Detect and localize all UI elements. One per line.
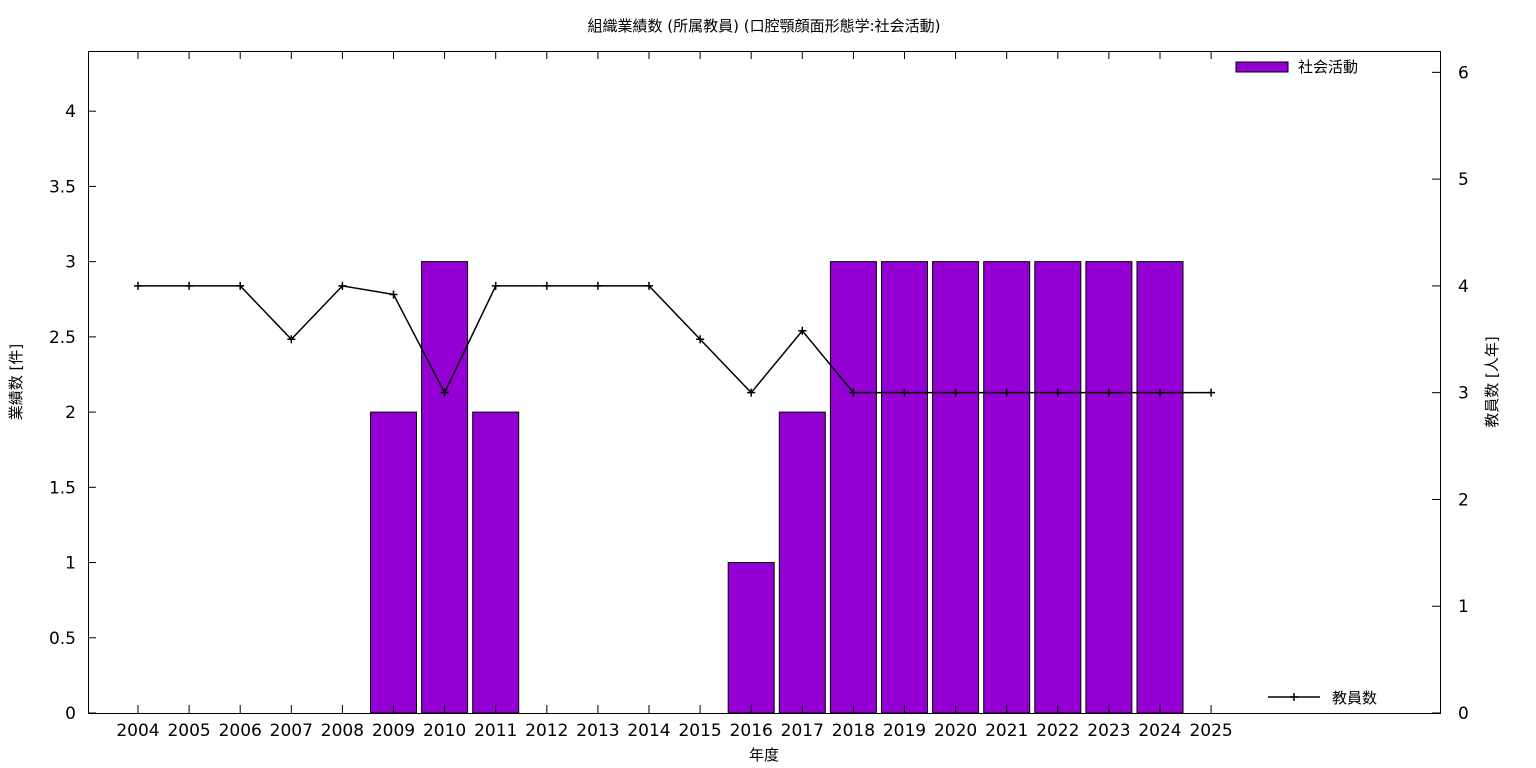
y-tick-label: 1 <box>65 554 76 574</box>
bar-2023 <box>1085 261 1133 714</box>
x-tick-label: 2018 <box>832 721 875 741</box>
x-tick-label: 2015 <box>678 721 721 741</box>
chart-title: 組織業績数 (所属教員) (口腔顎顔面形態学:社会活動) <box>587 17 940 35</box>
x-tick-label: 2010 <box>423 721 466 741</box>
y2-tick-label: 5 <box>1458 170 1469 190</box>
line-point-2008 <box>338 281 347 290</box>
bar-2020 <box>932 261 980 714</box>
line-point-2012 <box>542 281 551 290</box>
x-tick-label: 2004 <box>116 721 159 741</box>
x-tick-label: 2008 <box>321 721 364 741</box>
line-point-2013 <box>593 281 602 290</box>
line-point-2025 <box>1207 388 1216 397</box>
line-point-2023 <box>1104 388 1113 397</box>
line-point-2021 <box>1002 388 1011 397</box>
y-tick-label: 1.5 <box>49 478 76 498</box>
line-point-2020 <box>951 388 960 397</box>
y-tick-label: 0.5 <box>49 629 76 649</box>
x-tick-label: 2009 <box>372 721 415 741</box>
line-point-2016 <box>747 388 756 397</box>
legend-bar-entry: 社会活動 <box>1235 58 1358 76</box>
y2-tick-label: 0 <box>1458 704 1469 724</box>
x-tick-label: 2005 <box>167 721 210 741</box>
line-point-2011 <box>491 281 500 290</box>
y-tick-label: 2.5 <box>49 328 76 348</box>
x-tick-label: 2021 <box>985 721 1028 741</box>
line-point-2010 <box>440 388 449 397</box>
legend-line-label: 教員数 <box>1332 689 1377 707</box>
bar-2017 <box>778 411 826 714</box>
bar-2011 <box>472 411 520 714</box>
x-tick-label: 2007 <box>270 721 313 741</box>
legend-line-marker <box>1290 693 1298 701</box>
y-tick-label: 3.5 <box>49 177 76 197</box>
x-tick-label: 2013 <box>576 721 619 741</box>
y2-tick-label: 1 <box>1458 597 1469 617</box>
x-tick-label: 2016 <box>730 721 773 741</box>
x-tick-label: 2006 <box>219 721 262 741</box>
x-tick-label: 2023 <box>1087 721 1130 741</box>
line-point-2006 <box>236 281 245 290</box>
faculty-count-line <box>138 285 1212 395</box>
bar-2010 <box>421 261 469 714</box>
line-point-2017 <box>798 326 807 335</box>
line-point-2019 <box>900 388 909 397</box>
bar-2022 <box>1034 261 1082 714</box>
line-point-2024 <box>1156 388 1164 397</box>
bar-2021 <box>983 261 1031 714</box>
legend-bar-label: 社会活動 <box>1298 58 1358 76</box>
line-point-2004 <box>134 281 142 290</box>
bar-2024 <box>1136 261 1184 714</box>
y-tick-label: 2 <box>65 403 76 423</box>
y2-tick-label: 4 <box>1458 277 1469 297</box>
bar-2009 <box>370 411 417 714</box>
x-tick-label: 2017 <box>781 721 824 741</box>
line-point-2009 <box>389 290 398 299</box>
y2-tick-label: 3 <box>1458 384 1469 404</box>
bar-2016 <box>727 562 775 714</box>
line-point-2007 <box>287 335 296 344</box>
y-axis-label: 業績数 [件] <box>7 344 25 420</box>
x-tick-label: 2019 <box>883 721 926 741</box>
x-tick-label: 2012 <box>525 721 568 741</box>
y2-axis-label: 教員数 [人年] <box>1483 336 1501 427</box>
legend-bar-swatch <box>1235 61 1289 73</box>
x-axis-label: 年度 <box>749 746 779 764</box>
bar-2019 <box>881 261 928 714</box>
line-point-2005 <box>185 281 194 290</box>
line-point-2014 <box>645 281 653 290</box>
y2-tick-label: 6 <box>1458 63 1469 83</box>
x-tick-label: 2025 <box>1189 721 1232 741</box>
line-point-2018 <box>849 388 858 397</box>
line-series-group <box>134 281 1216 397</box>
bar-2018 <box>829 261 877 714</box>
y2-tick-label: 2 <box>1458 490 1469 510</box>
y-tick-label: 3 <box>65 253 76 273</box>
x-tick-label: 2020 <box>934 721 977 741</box>
x-tick-label: 2022 <box>1036 721 1079 741</box>
x-tick-label: 2011 <box>474 721 517 741</box>
bar-series-group <box>370 261 1184 714</box>
y-tick-label: 0 <box>65 704 76 724</box>
line-point-2015 <box>696 335 705 344</box>
y-tick-label: 4 <box>65 102 76 122</box>
axis-ticks-group: 0 0.5 1 1.5 2 2.5 3 3.5 4 0 1 2 3 4 5 6 2004 2005 2006 2007… <box>49 51 1469 741</box>
line-point-2022 <box>1053 388 1062 397</box>
x-tick-label: 2014 <box>627 721 670 741</box>
legend-line-entry: 教員数 <box>1268 689 1377 707</box>
x-tick-label: 2024 <box>1138 721 1181 741</box>
